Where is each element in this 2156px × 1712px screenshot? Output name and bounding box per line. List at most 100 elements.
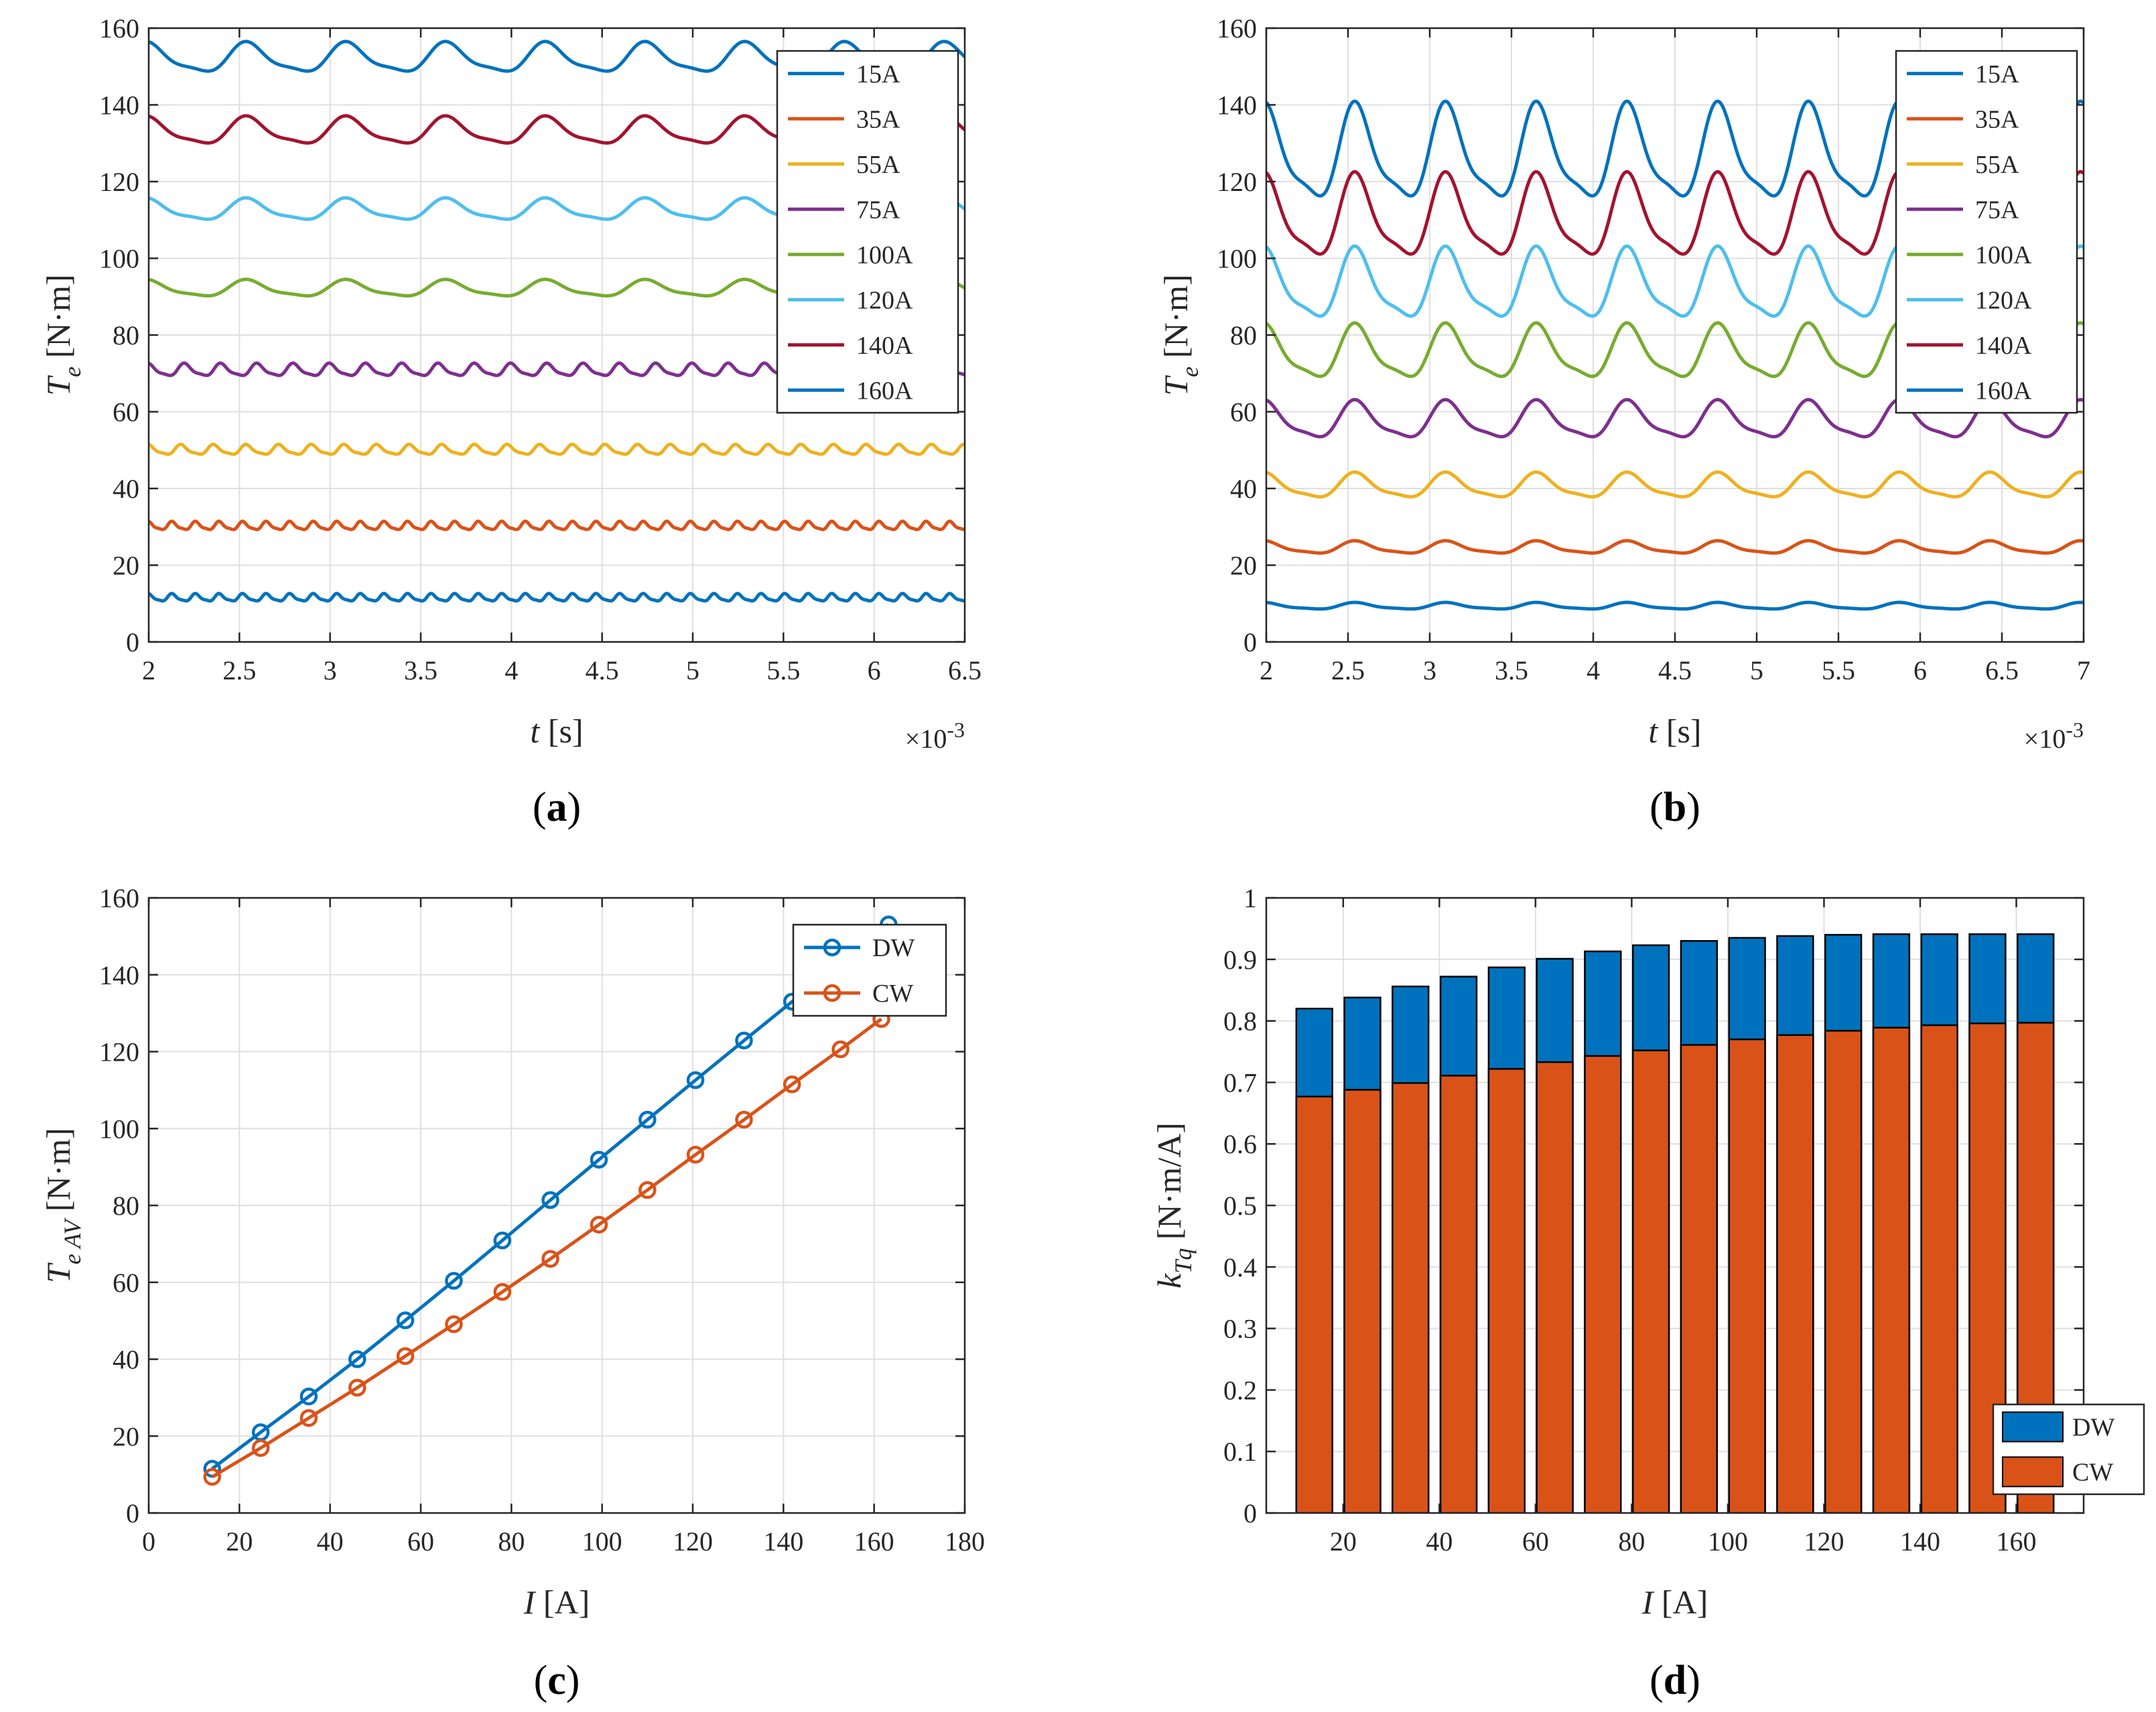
bar-CW: [1439, 1075, 1478, 1513]
legend-label: 100A: [856, 241, 913, 269]
x-tick-label: 60: [407, 1526, 434, 1557]
x-axis-label: I [A]: [523, 1583, 590, 1621]
x-axis-symbol: t: [530, 712, 540, 750]
y-tick-label: 120: [99, 167, 139, 197]
y-tick-label: 140: [1217, 90, 1257, 121]
y-tick-label: 0.6: [1223, 1129, 1257, 1159]
bar-CW: [1728, 1038, 1766, 1513]
caption-letter: c: [547, 1658, 566, 1703]
bar-CW: [1392, 1082, 1430, 1513]
exponent-power: -3: [947, 718, 965, 742]
y-axis-space: [1150, 1240, 1188, 1248]
y-axis-subscript: e AV: [59, 1217, 86, 1265]
x-tick-label: 5: [1750, 655, 1763, 685]
caption-close: ): [1686, 785, 1700, 830]
x-tick-label: 120: [1804, 1526, 1844, 1557]
data-point-DW: [299, 1387, 318, 1406]
y-tick-label: 40: [113, 474, 139, 504]
panel-caption: (a): [533, 785, 581, 830]
x-tick-label: 20: [226, 1526, 253, 1557]
legend-label: 75A: [1975, 196, 2019, 224]
legend: DW CW: [1992, 1403, 2145, 1496]
x-tick-label: 40: [1426, 1526, 1453, 1557]
y-axis-unit: [N·m]: [1157, 274, 1195, 358]
data-point-CW: [396, 1347, 415, 1366]
x-tick-label: 80: [1618, 1526, 1645, 1557]
data-point-DW: [541, 1191, 559, 1209]
bar-CW: [1872, 1027, 1911, 1513]
caption-open: (: [534, 1658, 548, 1703]
caption-open: (: [1649, 1658, 1664, 1703]
y-tick-label: 160: [99, 883, 139, 913]
legend: 15A 35A 55A 75A 100A 120A 140A 160A: [1895, 50, 2078, 414]
data-point-DW: [493, 1231, 512, 1250]
bar-CW: [1295, 1096, 1333, 1513]
caption-letter: d: [1664, 1658, 1686, 1703]
x-tick-label: 7: [2077, 655, 2090, 685]
caption-close: ): [1686, 1658, 1700, 1703]
caption-close: ): [566, 1658, 580, 1703]
x-axis-unit: [A]: [1662, 1583, 1708, 1621]
y-axis-subscript: Tq: [1170, 1248, 1197, 1274]
y-axis-subscript: e: [59, 367, 86, 377]
y-tick-label: 20: [113, 551, 139, 581]
y-axis-symbol: T: [1157, 375, 1195, 396]
y-tick-label: 60: [113, 397, 139, 427]
bar-CW: [1584, 1055, 1622, 1513]
y-axis-unit: [N·m]: [40, 274, 77, 358]
x-tick-label: 4.5: [1658, 655, 1692, 685]
y-tick-label: 20: [1230, 551, 1257, 581]
caption-open: (: [533, 785, 547, 830]
x-tick-label: 20: [1330, 1526, 1357, 1557]
y-axis-symbol: T: [40, 1262, 77, 1283]
y-axis-space: [1157, 358, 1195, 367]
legend-label: 120A: [856, 286, 913, 314]
y-tick-label: 0: [126, 1498, 139, 1528]
y-tick-label: 100: [1217, 244, 1257, 274]
data-point-CW: [493, 1282, 512, 1301]
legend-label: 55A: [856, 151, 900, 179]
y-tick-label: 100: [99, 1114, 139, 1144]
y-axis-unit: [N·m/A]: [1150, 1122, 1188, 1240]
x-tick-label: 5: [686, 655, 699, 685]
legend-label: 15A: [856, 60, 900, 88]
y-tick-label: 0.9: [1223, 945, 1257, 975]
data-point-CW: [735, 1110, 753, 1129]
series-line-55A: [149, 442, 965, 456]
x-tick-label: 4: [504, 655, 518, 685]
legend-label: 160A: [856, 377, 913, 405]
bar-CW: [1680, 1044, 1719, 1513]
y-tick-label: 0.7: [1223, 1067, 1257, 1098]
y-tick-label: 0: [126, 627, 139, 657]
x-axis-label: t [s]: [530, 712, 583, 750]
y-tick-label: 0.1: [1223, 1437, 1257, 1467]
y-tick-label: 0.8: [1223, 1006, 1257, 1037]
data-point-CW: [251, 1439, 270, 1457]
y-axis-unit: [N·m]: [40, 1128, 77, 1211]
x-tick-label: 0: [142, 1526, 155, 1557]
y-axis-label: kTq [N·m/A]: [1150, 1122, 1197, 1289]
x-tick-label: 180: [945, 1526, 985, 1557]
x-tick-label: 40: [317, 1526, 344, 1557]
legend-label: 35A: [856, 105, 900, 133]
data-point-DW: [445, 1272, 463, 1290]
y-tick-label: 80: [113, 1191, 139, 1221]
series-line-35A: [1266, 539, 2084, 555]
y-tick-label: 120: [1217, 167, 1257, 197]
x-tick-label: 2: [142, 655, 155, 685]
legend-label: DW: [872, 934, 915, 962]
x-axis-symbol: I: [1641, 1583, 1655, 1621]
y-tick-label: 0.4: [1223, 1252, 1257, 1282]
data-marks: [203, 915, 898, 1486]
panel-b: 2 2.5 3 3.5 4 4.5 5 5.5 6 6.5 7 0 20 40 60 80 100 120 140 1…: [1157, 13, 2090, 830]
series-line-55A: [1266, 470, 2084, 499]
data-point-CW: [686, 1146, 705, 1164]
x-tick-label: 3.5: [1495, 655, 1528, 685]
caption-open: (: [1649, 785, 1664, 830]
x-tick-label: 140: [763, 1526, 803, 1557]
x-tick-label: 120: [673, 1526, 713, 1557]
legend-marker-DW: [823, 938, 841, 957]
x-axis-unit: [A]: [543, 1583, 590, 1621]
panel-d: 20 40 60 80 100 120 140 160 0 0.1 0.2 0.3 0.4 0.5 0.6 0…: [1150, 883, 2145, 1703]
x-tick-label: 80: [498, 1526, 525, 1557]
